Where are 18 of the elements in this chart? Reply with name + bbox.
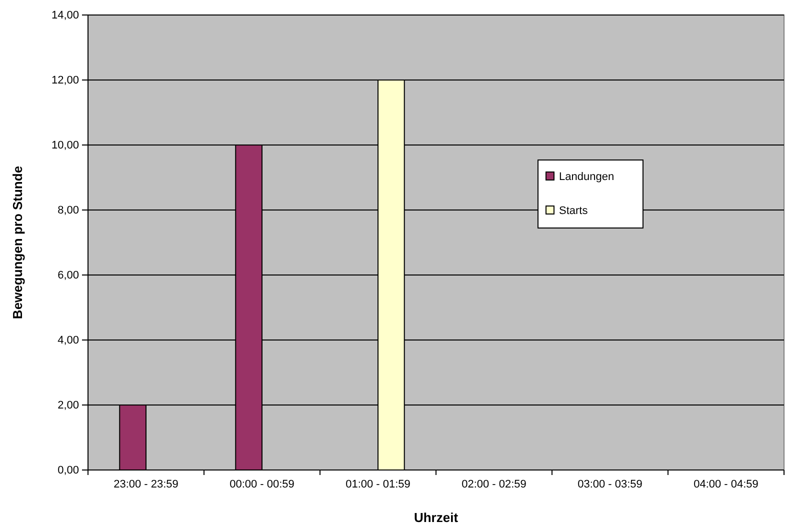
y-tick-label: 12,00	[51, 74, 79, 87]
y-tick-label: 2,00	[58, 400, 79, 412]
x-tick-label: 01:00 - 01:59	[346, 478, 410, 490]
x-tick-label: 00:00 - 00:59	[230, 478, 294, 490]
y-tick-label: 0,00	[58, 464, 79, 477]
y-tick-label: 8,00	[58, 204, 79, 217]
y-tick-label: 4,00	[58, 334, 79, 347]
y-tick-label: 14,00	[51, 10, 79, 22]
y-tick-label: 10,00	[51, 140, 79, 152]
legend-label: Starts	[559, 205, 588, 217]
y-axis-title: Bewegungen pro Stunde	[10, 166, 25, 320]
legend-label: Landungen	[559, 171, 614, 183]
x-tick-label: 02:00 - 02:59	[462, 478, 526, 490]
x-axis-title: Uhrzeit	[414, 510, 459, 525]
x-tick-label: 23:00 - 23:59	[114, 478, 178, 490]
x-tick-label: 04:00 - 04:59	[694, 478, 758, 490]
y-tick-label: 6,00	[58, 270, 79, 282]
x-tick-label: 03:00 - 03:59	[578, 478, 642, 490]
